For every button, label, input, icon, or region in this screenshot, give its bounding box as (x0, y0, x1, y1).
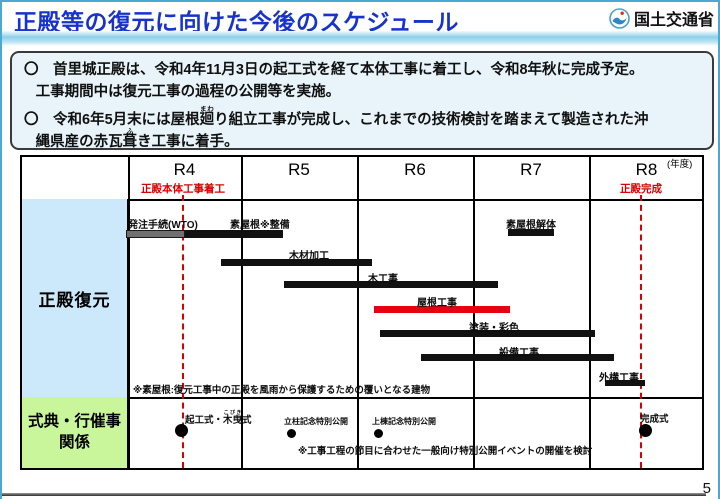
row-group-seiden-fukugen: 正殿復元 (22, 199, 128, 397)
gantt-bar (605, 380, 645, 386)
event-dot (373, 428, 383, 438)
event-dot (638, 423, 652, 437)
schedule-table: 正殿復元 式典・行催事 関係 (20, 155, 704, 470)
summary-bullet-2: 〇 令和6年5月末には屋根廻まわり組立工事が完成し、これまでの技術検討を踏まえて… (24, 106, 649, 150)
milestone-label: 正殿完成 (620, 183, 662, 195)
gantt-bar (374, 306, 510, 313)
gantt-bar-label: 外構工事 (599, 373, 639, 384)
gantt-bar-label: 設備工事 (499, 348, 539, 359)
year-header-R7: R7 (520, 160, 542, 179)
event-label: 上棟記念特別公開 (372, 417, 436, 426)
grid-hline (22, 397, 702, 399)
grid-vline (241, 157, 243, 468)
year-header-R6: R6 (404, 160, 426, 179)
gantt-bar (421, 354, 614, 361)
summary-bullet-1: 〇 首里城正殿は、令和4年11月3日の起工式を経て本体工事に着工し、令和8年秋に… (24, 62, 644, 100)
grid-vline (357, 157, 359, 468)
gantt-bar-label: 素屋根※整備 (230, 220, 290, 231)
agency-logo-block: 国土交通省 (609, 6, 714, 30)
grid-hline (22, 199, 702, 201)
gantt-bar-label: 屋根工事 (417, 298, 457, 309)
unit-label: (年度) (667, 159, 693, 170)
gantt-bar (221, 259, 372, 266)
footer-rule (2, 493, 706, 496)
agency-name: 国土交通省 (633, 12, 714, 29)
title-underline-bar (2, 31, 718, 46)
milestone-label: 正殿本体工事着工 (141, 183, 225, 195)
schedule-note: ※素屋根:復元工事中の正殿を風雨から保護するための覆いとなる建物 (133, 385, 431, 396)
gantt-bar-label: 木工事 (368, 274, 398, 285)
summary-box: 〇 首里城正殿は、令和4年11月3日の起工式を経て本体工事に着工し、令和8年秋に… (10, 51, 714, 150)
grid-vline (589, 157, 591, 468)
gantt-bar (508, 229, 554, 236)
gantt-bar-label: 素屋根解体 (506, 220, 556, 231)
year-header-R5: R5 (288, 160, 310, 179)
gantt-bar (185, 230, 283, 238)
gantt-bar-label: 発注手続(WTO) (128, 220, 198, 231)
event-label: 立柱記念特別公開 (284, 417, 348, 426)
gantt-bar (284, 281, 498, 288)
page-title: 正殿等の復元に向けた今後のスケジュール (14, 9, 459, 35)
page-number: 5 (702, 480, 711, 497)
event-label: 起工式・木曳こびき式 (185, 410, 252, 426)
mlit-logo-icon (609, 7, 630, 29)
grid-vline (128, 157, 130, 468)
year-header-R4: R4 (173, 160, 196, 179)
gantt-bar-label: 塗装・彩色 (469, 323, 519, 334)
event-label: 完成式 (640, 414, 669, 425)
year-header-R8: R8 (635, 160, 658, 179)
row-group-shikiten: 式典・行催事 関係 (22, 397, 128, 468)
gantt-bar (380, 330, 595, 337)
milestone-line (640, 195, 642, 468)
event-dot (174, 423, 188, 437)
milestone-line (182, 195, 184, 468)
event-dot (286, 428, 296, 438)
gantt-bar (126, 230, 185, 238)
gantt-bar-label: 木材加工 (289, 251, 329, 262)
schedule-note: ※工事工程の節目に合わせた一般向け特別公開イベントの開催を検討 (298, 446, 593, 457)
